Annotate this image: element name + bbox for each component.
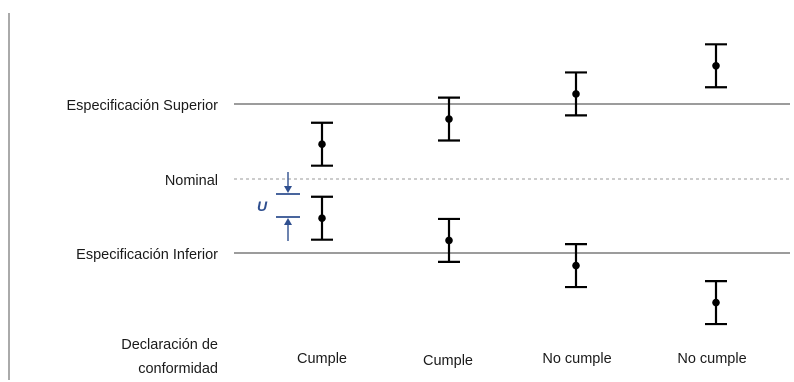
uncertainty-arrow-up-icon (284, 218, 292, 225)
verdict-label-2: Cumple (423, 353, 473, 369)
measurement-point (572, 261, 580, 270)
measurement-point (712, 61, 720, 70)
measurement-point (318, 140, 326, 149)
lower-spec-label: Especificación Inferior (76, 247, 218, 263)
error-bar-case2-upper (438, 96, 460, 142)
error-bar-case1-upper (311, 121, 333, 167)
measurement-point (318, 214, 326, 223)
error-bar-case4-lower (705, 280, 727, 326)
error-bar-case2-lower (438, 217, 460, 263)
uncertainty-arrow-down-icon (284, 186, 292, 193)
verdict-label-4: No cumple (677, 351, 746, 367)
uncertainty-indicator: U (257, 172, 300, 241)
upper-spec-label: Especificación Superior (66, 98, 218, 114)
verdict-label-1: Cumple (297, 351, 347, 367)
declaration-label-line1: Declaración de (121, 337, 218, 353)
nominal-label: Nominal (165, 173, 218, 189)
error-bars (311, 43, 727, 326)
measurement-point (445, 236, 453, 245)
error-bar-case3-upper (565, 71, 587, 117)
error-bar-case3-lower (565, 243, 587, 289)
measurement-point (445, 115, 453, 123)
error-bar-case1-lower (311, 195, 333, 241)
error-bar-case4-upper (705, 43, 727, 89)
verdict-label-3: No cumple (542, 351, 611, 367)
uncertainty-label: U (257, 198, 268, 214)
measurement-point (572, 90, 580, 98)
measurement-point (712, 298, 720, 307)
declaration-label-line2: conformidad (138, 361, 218, 377)
